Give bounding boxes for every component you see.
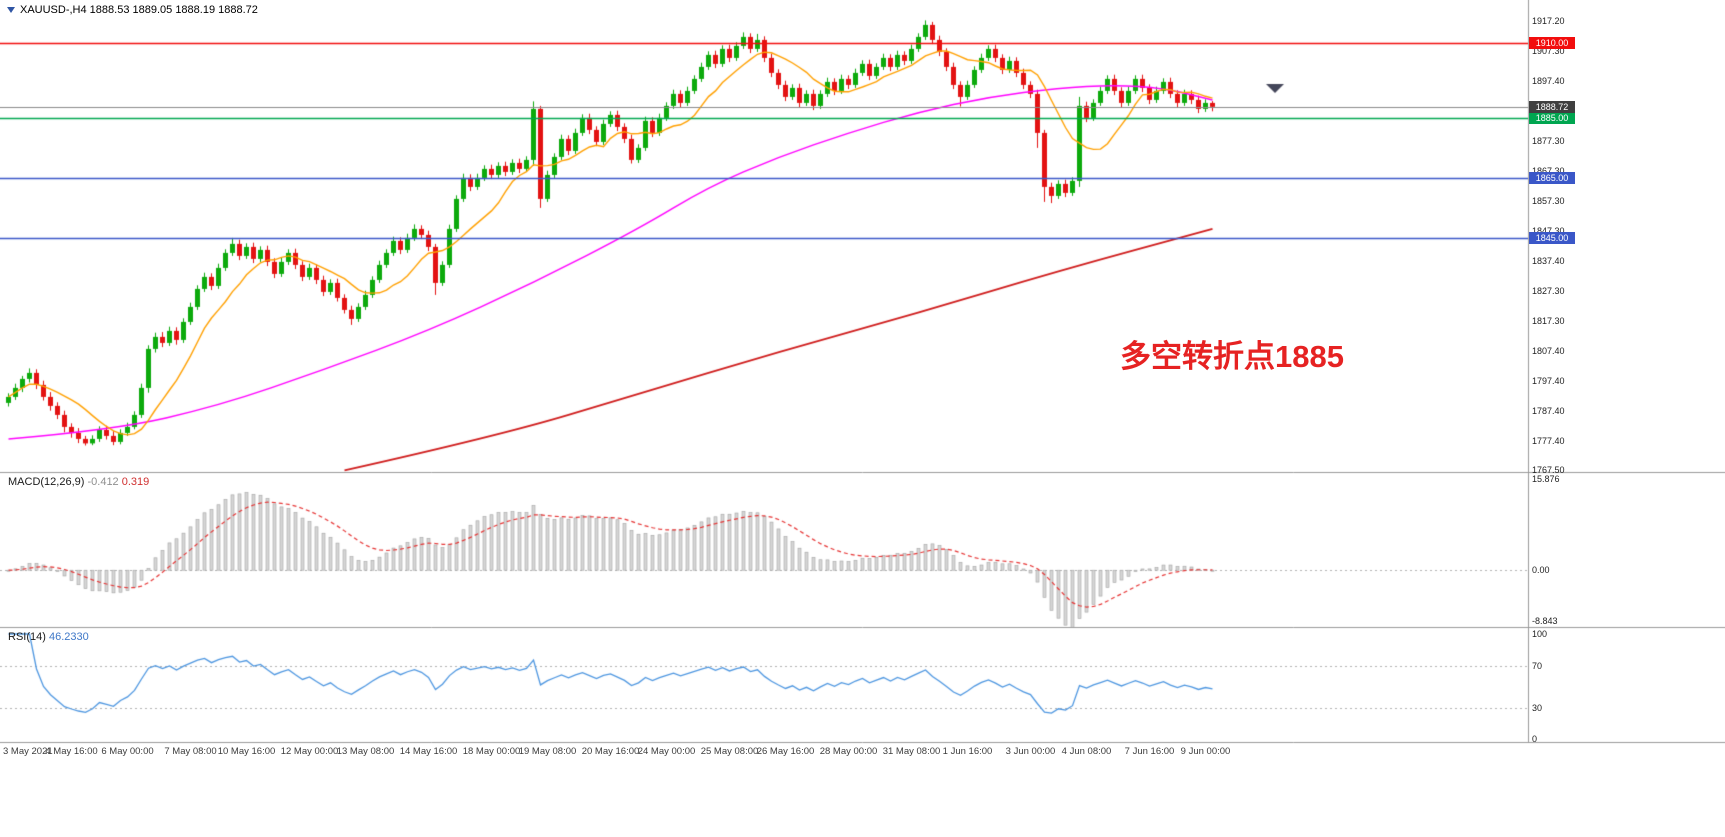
symbol-dropdown-icon[interactable]: [7, 7, 15, 13]
